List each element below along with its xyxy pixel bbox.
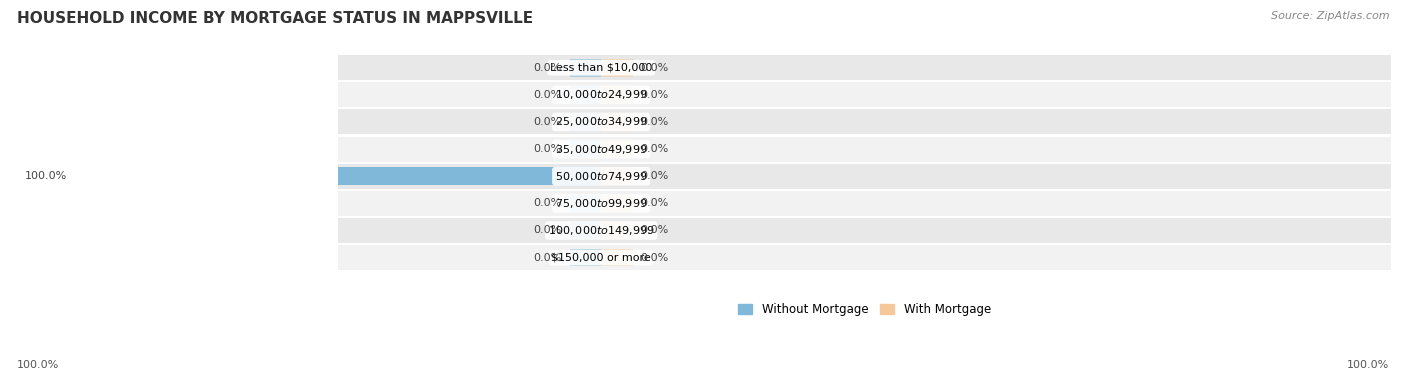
Bar [602, 86, 633, 104]
Bar [602, 167, 633, 185]
Text: 0.0%: 0.0% [641, 63, 669, 73]
Text: 0.0%: 0.0% [641, 117, 669, 127]
Text: 100.0%: 100.0% [24, 171, 66, 181]
Text: HOUSEHOLD INCOME BY MORTGAGE STATUS IN MAPPSVILLE: HOUSEHOLD INCOME BY MORTGAGE STATUS IN M… [17, 11, 533, 26]
Bar [569, 59, 602, 76]
Bar [569, 195, 602, 212]
Bar [569, 140, 602, 158]
Bar [602, 195, 633, 212]
Text: $10,000 to $24,999: $10,000 to $24,999 [555, 88, 647, 101]
Text: 0.0%: 0.0% [533, 198, 561, 208]
Bar [602, 249, 633, 266]
Text: 0.0%: 0.0% [641, 90, 669, 100]
Bar [569, 113, 602, 131]
Bar [569, 222, 602, 239]
Text: 0.0%: 0.0% [641, 198, 669, 208]
Bar [337, 110, 1391, 135]
Bar [337, 218, 1391, 243]
Text: 100.0%: 100.0% [1347, 361, 1389, 370]
Bar [569, 249, 602, 266]
Bar [337, 82, 1391, 107]
Bar [337, 191, 1391, 216]
Bar [337, 55, 1391, 80]
Bar [602, 222, 633, 239]
Text: 0.0%: 0.0% [641, 144, 669, 154]
Text: 0.0%: 0.0% [533, 90, 561, 100]
Bar [337, 164, 1391, 189]
Bar [337, 245, 1391, 270]
Text: 0.0%: 0.0% [533, 253, 561, 263]
Text: 0.0%: 0.0% [533, 117, 561, 127]
Text: 0.0%: 0.0% [641, 171, 669, 181]
Text: $100,000 to $149,999: $100,000 to $149,999 [548, 224, 654, 237]
Text: Source: ZipAtlas.com: Source: ZipAtlas.com [1271, 11, 1389, 21]
Text: Less than $10,000: Less than $10,000 [550, 63, 652, 73]
Text: 0.0%: 0.0% [641, 253, 669, 263]
Text: 0.0%: 0.0% [533, 225, 561, 235]
Text: $25,000 to $34,999: $25,000 to $34,999 [555, 115, 647, 129]
Text: 100.0%: 100.0% [17, 361, 59, 370]
Text: $150,000 or more: $150,000 or more [551, 253, 651, 263]
Text: $35,000 to $49,999: $35,000 to $49,999 [555, 143, 647, 156]
Text: 0.0%: 0.0% [533, 63, 561, 73]
Bar [602, 140, 633, 158]
Bar [337, 136, 1391, 161]
Text: 0.0%: 0.0% [533, 144, 561, 154]
Text: $50,000 to $74,999: $50,000 to $74,999 [555, 170, 647, 183]
Bar [569, 86, 602, 104]
Bar [602, 113, 633, 131]
Text: $75,000 to $99,999: $75,000 to $99,999 [555, 197, 647, 210]
Text: 0.0%: 0.0% [641, 225, 669, 235]
Bar [75, 167, 602, 185]
Bar [602, 59, 633, 76]
Legend: Without Mortgage, With Mortgage: Without Mortgage, With Mortgage [734, 298, 995, 321]
